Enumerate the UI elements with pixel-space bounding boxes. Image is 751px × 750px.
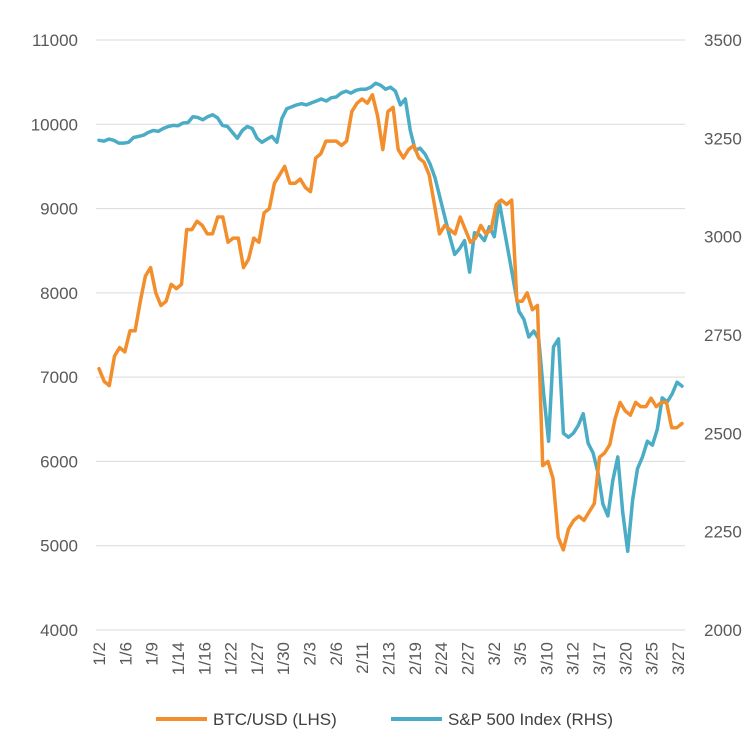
- y-left-tick-label: 9000: [40, 200, 78, 219]
- grid-lines: [96, 39, 685, 631]
- x-tick-label: 1/16: [195, 642, 214, 675]
- x-tick-label: 2/11: [353, 642, 372, 674]
- y-left-tick-label: 4000: [40, 621, 78, 640]
- x-tick-label: 3/17: [590, 642, 609, 675]
- x-tick-label: 2/24: [432, 642, 451, 675]
- y-axis-left: 4000 5000 6000 7000 8000 9000 10000 11000: [31, 31, 78, 640]
- y-left-tick-label: 5000: [40, 537, 78, 556]
- y-axis-right: 2000 2250 2500 2750 3000 3250 3500: [704, 31, 742, 640]
- legend: BTC/USD (LHS) S&P 500 Index (RHS): [156, 710, 613, 729]
- y-right-tick-label: 2250: [704, 523, 742, 542]
- x-tick-label: 1/22: [222, 642, 241, 675]
- x-tick-label: 3/10: [537, 642, 556, 675]
- x-tick-label: 3/27: [669, 642, 688, 675]
- x-tick-label: 2/13: [380, 642, 399, 675]
- y-right-tick-label: 2000: [704, 621, 742, 640]
- y-right-tick-label: 2750: [704, 326, 742, 345]
- y-left-tick-label: 6000: [40, 452, 78, 471]
- x-tick-label: 2/19: [406, 642, 425, 675]
- legend-label-btc: BTC/USD (LHS): [213, 710, 337, 729]
- y-left-tick-label: 8000: [40, 284, 78, 303]
- x-tick-label: 1/9: [143, 642, 162, 666]
- x-tick-label: 1/27: [248, 642, 267, 675]
- x-tick-label: 1/30: [274, 642, 293, 675]
- x-tick-label: 1/6: [116, 642, 135, 666]
- x-tick-label: 1/14: [169, 642, 188, 675]
- x-tick-label: 2/3: [301, 642, 320, 666]
- y-right-tick-label: 2500: [704, 424, 742, 443]
- x-tick-label: 3/20: [616, 642, 635, 675]
- x-axis: 1/2 1/6 1/9 1/14 1/16 1/22 1/27 1/30 2/3 2/6 2/11 2…: [90, 642, 688, 675]
- y-left-tick-label: 10000: [31, 115, 78, 134]
- y-right-tick-label: 3250: [704, 129, 742, 148]
- x-tick-label: 3/25: [643, 642, 662, 675]
- y-right-tick-label: 3500: [704, 31, 742, 50]
- series-line-sp500: [97, 81, 684, 554]
- x-tick-label: 3/12: [564, 642, 583, 675]
- x-tick-label: 2/27: [458, 642, 477, 675]
- x-tick-label: 1/2: [90, 642, 109, 666]
- x-tick-label: 3/2: [485, 642, 504, 666]
- y-left-tick-label: 7000: [40, 368, 78, 387]
- y-left-tick-label: 11000: [32, 31, 78, 50]
- legend-label-sp500: S&P 500 Index (RHS): [448, 710, 613, 729]
- x-tick-label: 3/5: [511, 642, 530, 666]
- series-layer: [97, 81, 684, 554]
- series-line-btc: [97, 93, 684, 552]
- x-tick-label: 2/6: [327, 642, 346, 666]
- y-right-tick-label: 3000: [704, 228, 742, 247]
